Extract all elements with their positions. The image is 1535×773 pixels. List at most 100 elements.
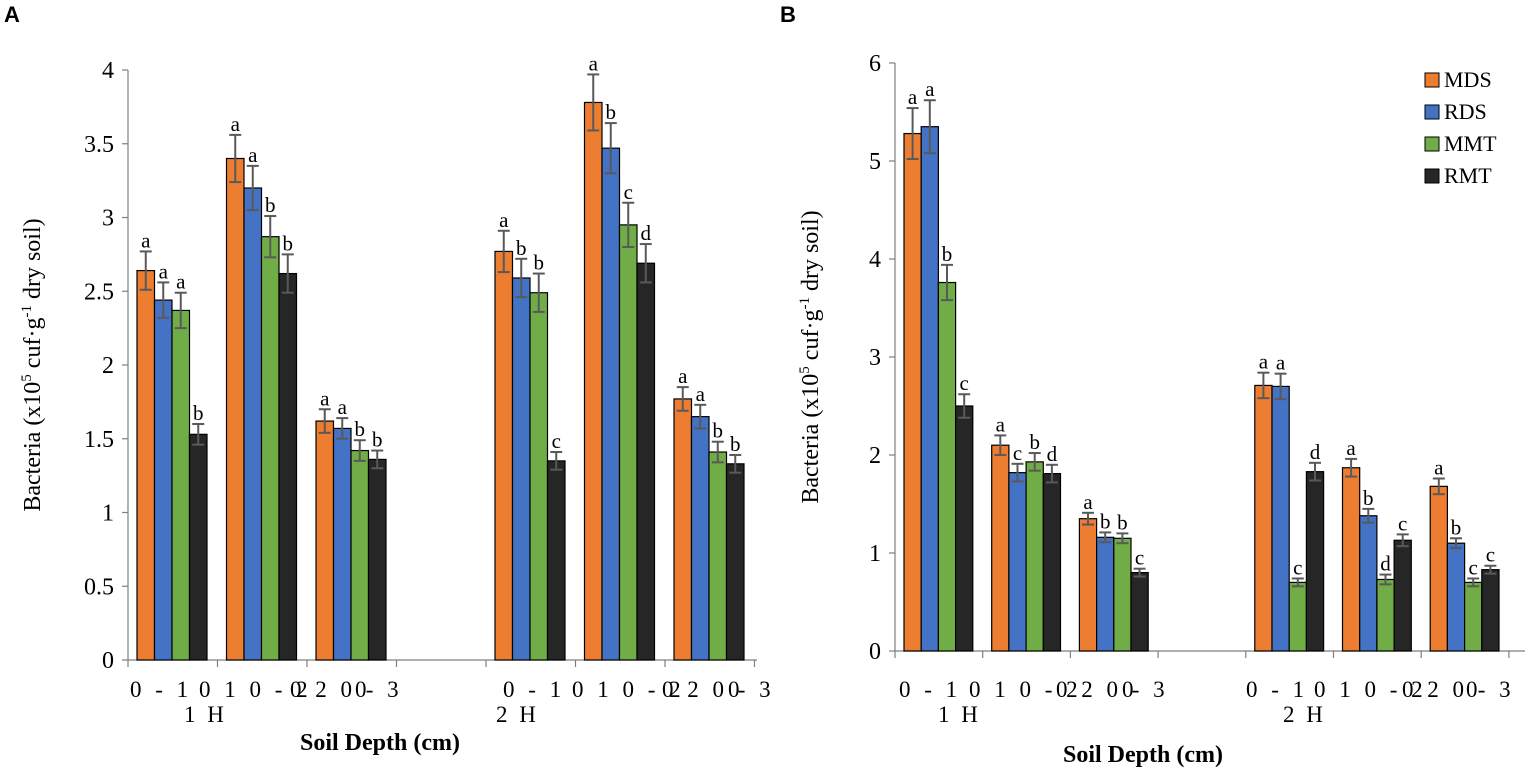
significance-letter: a xyxy=(1434,456,1444,480)
x-category-label: 0 - 1 xyxy=(1246,677,1308,702)
x-category-label: 0 1 0 - 2 xyxy=(572,677,685,702)
bar-rds xyxy=(332,427,352,661)
panel-a-label: A xyxy=(4,2,20,27)
bar-mmt xyxy=(1113,537,1132,652)
bar-rmt xyxy=(954,405,974,652)
significance-letter: b xyxy=(283,231,294,255)
bar-mmt xyxy=(618,224,638,661)
y-tick-label: 1.5 xyxy=(84,427,114,453)
y-tick-label: 0 xyxy=(869,639,881,665)
significance-letter: c xyxy=(552,429,561,453)
legend-label: RDS xyxy=(1444,99,1487,124)
y-tick-label: 0.5 xyxy=(84,574,114,600)
bar-mds xyxy=(225,157,245,661)
x-group-label: 1 H xyxy=(184,702,227,727)
x-group-label: 2 H xyxy=(1283,702,1326,727)
significance-letter: d xyxy=(1380,552,1391,576)
legend-item-mds: MDS xyxy=(1424,67,1492,92)
bar-mds xyxy=(315,420,335,661)
x-axis-title: Soil Depth (cm) xyxy=(300,730,460,756)
bar-mds xyxy=(991,444,1010,652)
bar-rmt xyxy=(725,463,745,661)
significance-letter: a xyxy=(996,412,1006,436)
legend-label: MMT xyxy=(1444,131,1497,156)
legend-item-mmt: MMT xyxy=(1424,131,1497,156)
legend-swatch xyxy=(1424,136,1440,152)
significance-letter: d xyxy=(641,221,652,245)
bar-mds xyxy=(673,398,693,661)
significance-letter: b xyxy=(355,417,366,441)
bar-rmt xyxy=(278,272,298,661)
x-category-label: 0 - 1 xyxy=(899,677,961,702)
bar-mmt xyxy=(171,309,191,661)
significance-letter: a xyxy=(248,143,258,167)
y-tick-label: 3.5 xyxy=(84,132,114,158)
y-tick-label: 4 xyxy=(869,247,881,273)
significance-letter: a xyxy=(320,386,330,410)
x-group-label: 1 H xyxy=(938,702,981,727)
bar-mmt xyxy=(1025,461,1044,652)
significance-letter: b xyxy=(516,236,527,260)
legend-label: RMT xyxy=(1444,163,1492,188)
significance-letter: a xyxy=(1083,490,1093,514)
significance-letter: a xyxy=(1276,351,1286,375)
bar-rds xyxy=(1446,542,1466,652)
y-axis-title: Bacteria (x105 cuf·g-1 dry soil) xyxy=(19,218,46,511)
bar-rmt xyxy=(367,458,387,661)
bar-mds xyxy=(136,270,156,661)
x-category-label: 0 2 0 - 3 xyxy=(290,677,403,702)
bar-rmt xyxy=(546,460,566,661)
significance-letter: a xyxy=(1346,436,1356,460)
x-category-label: 0 xyxy=(728,677,744,702)
bar-rds xyxy=(920,126,940,652)
bar-rmt xyxy=(1042,473,1062,652)
bar-rmt xyxy=(1130,571,1149,652)
significance-letter: c xyxy=(1398,511,1407,535)
significance-letter: a xyxy=(499,208,509,232)
y-tick-label: 2 xyxy=(102,353,114,379)
significance-letter: a xyxy=(231,112,241,136)
bar-mds xyxy=(494,250,514,661)
bar-mds xyxy=(583,101,603,661)
bar-mmt xyxy=(529,292,549,661)
bar-mmt xyxy=(1288,581,1307,652)
x-category-label: 0 1 0 - 2 xyxy=(1314,677,1427,702)
significance-letter: b xyxy=(1100,509,1111,533)
bar-rds xyxy=(690,416,710,661)
legend-swatch xyxy=(1424,168,1440,184)
y-tick-label: 2 xyxy=(869,443,881,469)
significance-letter: a xyxy=(159,259,169,283)
x-category-label: 0 - 1 xyxy=(503,677,565,702)
significance-letter: b xyxy=(942,242,953,266)
bar-mmt xyxy=(1376,578,1395,652)
significance-letter: a xyxy=(141,228,151,252)
significance-letter: a xyxy=(925,77,935,101)
y-tick-label: 2.5 xyxy=(84,279,114,305)
bar-rds xyxy=(243,187,263,661)
bar-mmt xyxy=(350,449,370,661)
x-category-label: 0 - 1 xyxy=(130,677,192,702)
significance-letter: b xyxy=(1029,430,1040,454)
bar-mmt xyxy=(708,451,728,661)
significance-letter: c xyxy=(1469,555,1478,579)
y-axis-title: Bacteria (x105 cuf·g-1 dry soil) xyxy=(797,210,824,503)
panel-b-label: B xyxy=(780,2,796,27)
bar-rds xyxy=(1008,472,1027,652)
significance-letter: a xyxy=(696,382,706,406)
legend-label: MDS xyxy=(1444,67,1492,92)
significance-letter: c xyxy=(960,371,969,395)
significance-letter: c xyxy=(624,180,633,204)
bar-rds xyxy=(1359,515,1378,652)
significance-letter: a xyxy=(338,395,348,419)
significance-letter: d xyxy=(1310,440,1321,464)
significance-letter: b xyxy=(1451,515,1462,539)
y-tick-label: 6 xyxy=(869,51,881,77)
bar-mmt xyxy=(260,236,280,661)
bar-rds xyxy=(511,277,531,661)
bar-rmt xyxy=(636,262,656,661)
significance-letter: c xyxy=(1293,555,1302,579)
bar-rmt xyxy=(1481,569,1500,652)
bar-rds xyxy=(1095,536,1115,652)
bar-rds xyxy=(153,299,173,661)
